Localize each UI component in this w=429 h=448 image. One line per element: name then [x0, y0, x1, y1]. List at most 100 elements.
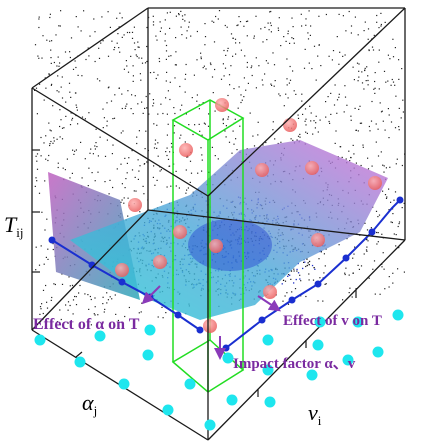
scatter-point: [38, 264, 41, 266]
scatter-point: [160, 169, 162, 171]
axis-label-y-sub: j: [93, 403, 98, 418]
scatter-point: [359, 122, 361, 124]
scatter-point: [251, 74, 253, 77]
scatter-point: [224, 24, 226, 27]
scatter-point: [190, 172, 193, 174]
scatter-point: [44, 229, 46, 231]
scatter-point: [62, 167, 64, 169]
scatter-point: [165, 312, 167, 314]
scatter-point: [131, 169, 134, 171]
red-marker: [203, 319, 217, 333]
scatter-point: [123, 202, 125, 204]
scatter-point: [138, 312, 140, 314]
scatter-point: [71, 117, 74, 119]
scatter-point: [159, 21, 161, 23]
scatter-point: [202, 102, 204, 104]
scatter-point: [402, 111, 404, 113]
scatter-point: [398, 126, 400, 128]
annotation-effect-v: Effect of v on T: [283, 313, 382, 329]
scatter-point: [378, 88, 380, 90]
scatter-point: [119, 12, 121, 14]
scatter-point: [146, 45, 148, 48]
scatter-point: [45, 87, 47, 89]
scatter-point: [344, 85, 346, 87]
scatter-point: [308, 279, 310, 281]
scatter-point: [234, 38, 237, 40]
scatter-point: [47, 248, 49, 250]
scatter-point: [362, 144, 364, 146]
scatter-point: [279, 95, 281, 97]
scatter-point: [344, 96, 347, 98]
scatter-point: [164, 40, 166, 42]
scatter-point: [211, 146, 213, 148]
scatter-point: [89, 152, 91, 154]
cyan-dot: [314, 316, 326, 328]
scatter-point: [98, 47, 100, 49]
scatter-point: [278, 93, 280, 95]
scatter-point: [184, 141, 186, 143]
scatter-point: [325, 283, 327, 285]
scatter-point: [116, 42, 118, 44]
scatter-point: [265, 60, 267, 62]
axis-label-y: αj: [82, 390, 97, 418]
scatter-point: [288, 82, 290, 84]
scatter-point: [197, 172, 199, 174]
scatter-point: [142, 112, 144, 114]
scatter-point: [38, 192, 41, 194]
scatter-point: [170, 185, 172, 187]
scatter-point: [262, 84, 264, 86]
scatter-point: [74, 150, 76, 152]
scatter-point: [204, 123, 206, 125]
scatter-point: [250, 67, 252, 69]
scatter-point: [167, 90, 169, 92]
scatter-point: [69, 124, 72, 126]
scatter-point: [390, 201, 392, 203]
scatter-point: [338, 13, 340, 15]
scatter-point: [354, 107, 356, 109]
scatter-point: [323, 272, 325, 274]
scatter-point: [280, 141, 282, 143]
scatter-point: [372, 49, 375, 51]
scatter-point: [114, 294, 116, 296]
scatter-point: [162, 317, 164, 319]
cyan-dot: [264, 396, 276, 408]
scatter-point: [89, 295, 91, 298]
scatter-point: [166, 113, 168, 115]
blue-curve-dot: [174, 311, 182, 319]
scatter-point: [94, 31, 96, 33]
scatter-point: [367, 157, 369, 159]
scatter-point: [222, 63, 224, 65]
scatter-point: [120, 132, 122, 134]
scatter-point: [374, 72, 376, 74]
scatter-point: [69, 56, 71, 59]
scatter-point: [42, 289, 45, 291]
scatter-point: [42, 35, 44, 37]
scatter-point: [346, 238, 348, 240]
scatter-point: [36, 153, 39, 155]
scatter-point: [53, 61, 55, 64]
scatter-point: [282, 300, 284, 302]
scatter-point: [270, 31, 272, 33]
scatter-point: [49, 16, 51, 19]
scatter-point: [35, 87, 38, 89]
scatter-point: [398, 221, 401, 223]
scatter-point: [148, 16, 150, 19]
scatter-point: [52, 248, 54, 251]
scatter-point: [381, 233, 383, 235]
scatter-point: [49, 129, 51, 131]
scatter-point: [58, 25, 60, 27]
scatter-point: [65, 304, 67, 306]
scatter-point: [398, 107, 400, 109]
scatter-point: [72, 68, 75, 70]
scatter-point: [313, 267, 315, 269]
scatter-point: [149, 93, 151, 95]
scatter-point: [77, 55, 79, 57]
scatter-point: [317, 300, 319, 302]
scatter-point: [165, 97, 167, 99]
scatter-point: [36, 160, 38, 162]
scatter-point: [390, 121, 393, 123]
scatter-point: [379, 102, 381, 104]
scatter-point: [294, 288, 297, 290]
scatter-point: [153, 102, 155, 104]
cyan-dot: [262, 334, 274, 346]
